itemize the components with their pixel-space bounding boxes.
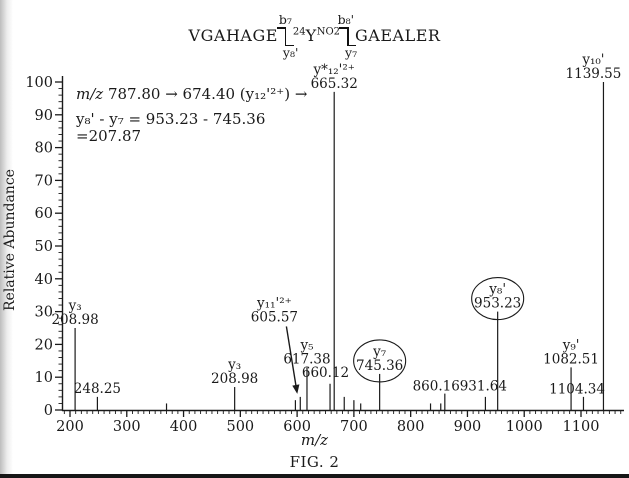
peptide-sequence: VGAHAGE b₇ y₈' 24YNO2 b₈' y₇ GAEALER: [0, 13, 629, 59]
x-tick-label: 700: [340, 419, 368, 435]
peak-label: y₃: [227, 357, 241, 373]
sequence-prefix: VGAHAGE: [188, 26, 278, 45]
peak-label: 617.38: [283, 351, 330, 367]
peak-label: 953.23: [474, 296, 521, 312]
x-tick-label: 1000: [506, 419, 543, 435]
sequence-suffix: GAEALER: [355, 26, 441, 45]
y-tick-label: 30: [35, 305, 53, 321]
y-tick-label: 80: [35, 141, 53, 157]
figure-caption: FIG. 2: [289, 453, 340, 471]
y-tick-label: 90: [35, 108, 53, 124]
nitro-modification-sup: NO2: [316, 26, 341, 38]
peak-label: y₅: [299, 337, 313, 353]
y-axis-title: Relative Abundance: [2, 169, 18, 311]
cleavage-site-1: b₇ y₈': [278, 13, 299, 59]
x-tick-label: 200: [56, 419, 84, 435]
fragmentation-annotation: m/z 787.80 → 674.40 (y₁₂'²⁺) → y₈' - y₇ …: [76, 86, 307, 145]
peak-label: 660.12: [302, 365, 349, 381]
y-tick-label: 0: [44, 403, 53, 419]
b7-ion-label: b₇: [278, 11, 292, 27]
peak-label: 1139.55: [566, 66, 622, 82]
peak-label: y*₁₂'²⁺: [312, 62, 354, 78]
cleavage-site-2: b₈' y₇: [338, 13, 358, 59]
y-tick-label: 20: [35, 337, 53, 353]
peak-label-circle: [471, 277, 525, 321]
scan-edge-bottom: [0, 474, 629, 478]
peak-label: 745.36: [356, 358, 403, 374]
mz-italic: m/z: [76, 85, 104, 103]
y-tick-label: 50: [35, 239, 53, 255]
scan-edge-left: [0, 0, 13, 478]
modified-residue: 24YNO2: [293, 26, 340, 45]
peak-label: 860.16: [413, 378, 460, 394]
peak-label: y₃: [68, 298, 82, 314]
x-tick-label: 1100: [563, 419, 600, 435]
precursor-transition-line: m/z 787.80 → 674.40 (y₁₂'²⁺) →: [76, 85, 308, 103]
residue-letter: Y: [305, 26, 317, 45]
peak-label: 208.98: [51, 312, 98, 328]
peak-label: y₈': [488, 282, 506, 298]
x-tick-label: 900: [454, 419, 482, 435]
y8-ion-label: y₈': [282, 45, 299, 60]
y-tick-label: 60: [35, 206, 53, 222]
peak-label: 605.57: [251, 309, 298, 325]
peak-label: 248.25: [74, 381, 121, 397]
mass-difference-line: y₈' - y₇ = 953.23 - 745.36: [76, 110, 266, 128]
peak-label: 931.64: [460, 378, 507, 394]
annotation-arrow-shaft: [285, 326, 298, 389]
b8-ion-label: b₈': [337, 11, 355, 27]
peak-label: y₉': [562, 337, 580, 353]
y-tick-label: 40: [35, 272, 53, 288]
cleavage-bracket-1: [278, 27, 292, 46]
peak-label: 665.32: [311, 76, 358, 92]
y-tick-label: 70: [35, 173, 53, 189]
peak-label: y₁₀': [581, 52, 604, 68]
y7-ion-label: y₇: [345, 45, 358, 60]
peak-label-circle: [353, 339, 407, 383]
x-tick-label: 800: [397, 419, 425, 435]
peak-label: y₇: [372, 344, 387, 360]
cleavage-bracket-2: [341, 27, 354, 46]
y-tick-label: 100: [25, 75, 53, 91]
peak-label: 1104.34: [549, 382, 605, 398]
peak-label: y₁₁'²⁺: [256, 295, 292, 311]
annotation-arrowhead: [292, 384, 300, 394]
x-axis-title: m/z: [300, 431, 329, 449]
x-tick-label: 500: [226, 419, 254, 435]
x-tick-label: 400: [170, 419, 198, 435]
peak-label: 1082.51: [543, 351, 599, 367]
y-tick-label: 10: [35, 370, 53, 386]
peak-label: 208.98: [211, 371, 258, 387]
x-tick-label: 600: [283, 419, 311, 435]
mass-difference-result: =207.87: [76, 127, 142, 145]
x-tick-label: 300: [113, 419, 141, 435]
residue-position-sup: 24: [292, 26, 306, 38]
